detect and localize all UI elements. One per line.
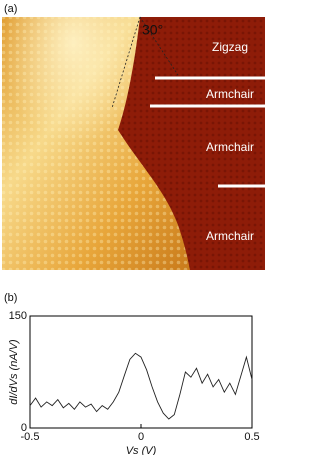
x-tick-label: -0.5 [21,431,40,443]
edge-label: Armchair [206,229,254,243]
x-tick-label: 0.5 [244,431,259,443]
angle-label: 30° [142,22,163,38]
edge-label: Armchair [206,140,254,154]
stm-image [2,16,265,270]
y-tick-label: 0 [21,422,27,434]
spectrum-line [29,352,253,420]
x-axis-label: Vs (V) [126,445,157,455]
y-axis-label: dI/dVs (nA/V) [8,339,20,405]
plot-frame [29,315,253,429]
edge-label: Zigzag [212,40,248,54]
edge-label: Armchair [206,87,254,101]
y-tick-label: 150 [9,310,27,322]
x-tick-label: 0 [138,431,144,443]
figure: (a) 30° Zigzag Armchair Armchair Armchai… [2,3,265,455]
panel-label: (b) [4,292,17,304]
panel-label: (a) [4,3,17,15]
